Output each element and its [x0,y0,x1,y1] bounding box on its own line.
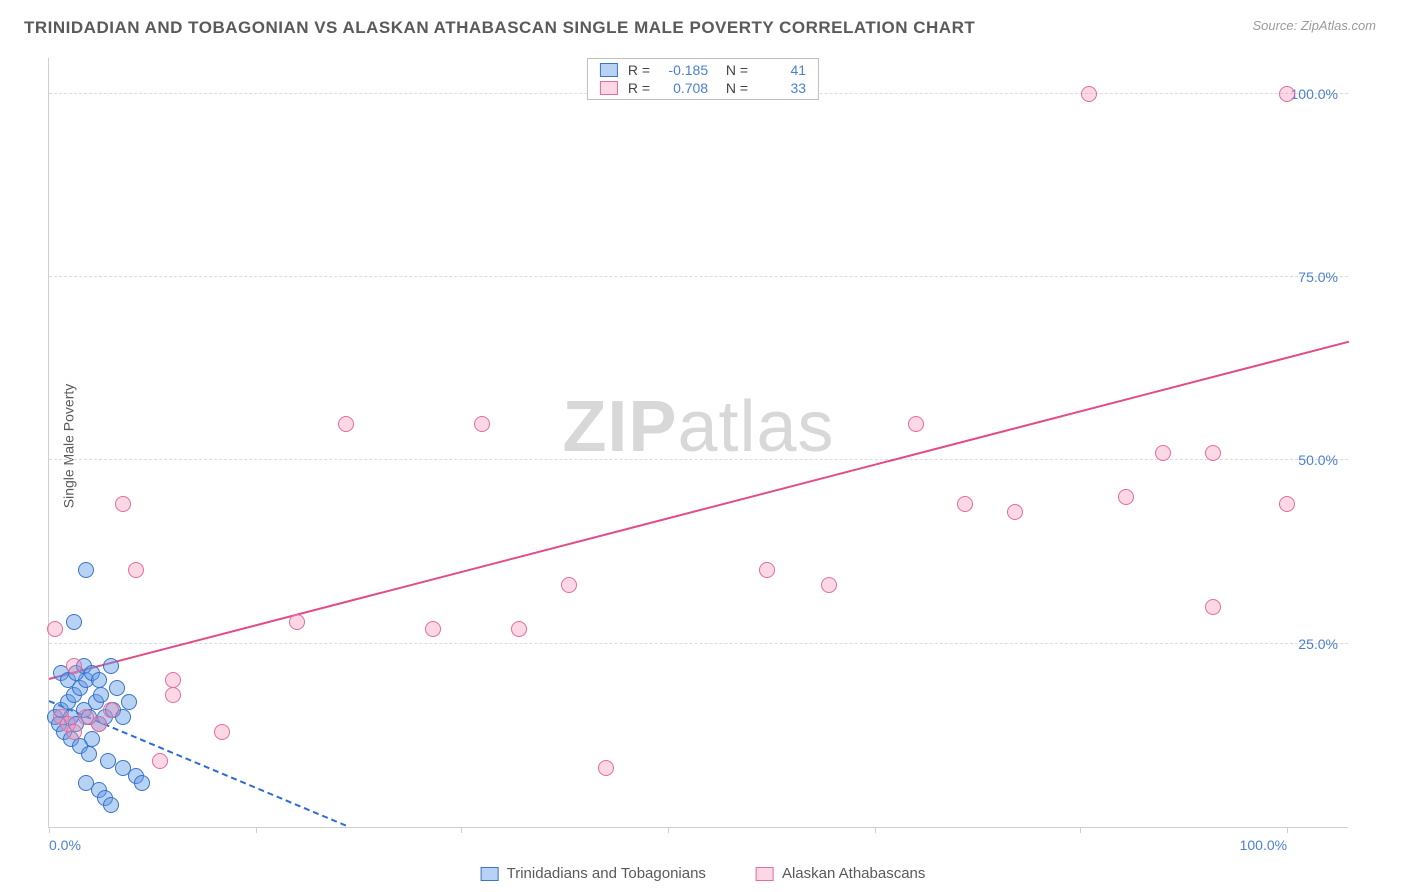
data-point [66,724,82,740]
data-point [165,687,181,703]
data-point [561,577,577,593]
data-point [109,680,125,696]
legend-series-label: Trinidadians and Tobagonians [507,865,706,882]
data-point [289,614,305,630]
data-point [66,614,82,630]
data-point [91,672,107,688]
x-tick [668,827,669,833]
data-point [1279,86,1295,102]
data-point [66,658,82,674]
legend-swatch [481,867,499,881]
data-point [47,621,63,637]
data-point [1155,445,1171,461]
legend-r-value: -0.185 [660,62,708,78]
legend-r-value: 0.708 [660,80,708,96]
legend-correlation-row: R = 0.708 N = 33 [588,79,818,97]
data-point [1118,489,1134,505]
data-point [598,760,614,776]
legend-series-item: Alaskan Athabascans [756,865,925,882]
data-point [1205,599,1221,615]
trend-line [49,341,1349,680]
gridline-horizontal [49,643,1348,644]
data-point [214,724,230,740]
data-point [121,694,137,710]
x-tick [461,827,462,833]
data-point [100,753,116,769]
legend-r-label: R = [628,62,650,78]
legend-n-label: N = [718,80,748,96]
data-point [957,496,973,512]
legend-n-label: N = [718,62,748,78]
gridline-horizontal [49,276,1348,277]
legend-swatch [600,63,618,77]
data-point [91,716,107,732]
data-point [474,416,490,432]
legend-series-label: Alaskan Athabascans [782,865,925,882]
gridline-horizontal [49,459,1348,460]
legend-n-value: 41 [758,62,806,78]
y-tick-label: 100.0% [1291,86,1338,102]
data-point [103,702,119,718]
data-point [338,416,354,432]
correlation-legend: R = -0.185 N = 41 R = 0.708 N = 33 [587,58,819,100]
legend-swatch [600,81,618,95]
data-point [821,577,837,593]
legend-correlation-row: R = -0.185 N = 41 [588,61,818,79]
legend-r-label: R = [628,80,650,96]
legend-series-item: Trinidadians and Tobagonians [481,865,706,882]
x-tick [1287,827,1288,833]
y-tick-label: 25.0% [1298,636,1338,652]
series-legend: Trinidadians and Tobagonians Alaskan Atha… [481,865,926,882]
x-tick-label: 100.0% [1240,837,1287,853]
data-point [134,775,150,791]
legend-swatch [756,867,774,881]
data-point [1205,445,1221,461]
chart-title: TRINIDADIAN AND TOBAGONIAN VS ALASKAN AT… [24,18,975,38]
source-label: Source: ZipAtlas.com [1252,18,1376,33]
data-point [93,687,109,703]
watermark: ZIPatlas [562,386,834,468]
x-tick [875,827,876,833]
data-point [78,562,94,578]
x-tick [256,827,257,833]
x-tick [1080,827,1081,833]
data-point [103,797,119,813]
data-point [103,658,119,674]
data-point [152,753,168,769]
scatter-plot-area: ZIPatlas 25.0%50.0%75.0%100.0%0.0%100.0% [48,58,1348,828]
x-tick-label: 0.0% [49,837,81,853]
legend-n-value: 33 [758,80,806,96]
x-tick [49,827,50,833]
y-tick-label: 50.0% [1298,452,1338,468]
y-tick-label: 75.0% [1298,269,1338,285]
data-point [759,562,775,578]
data-point [115,496,131,512]
data-point [1279,496,1295,512]
data-point [1007,504,1023,520]
data-point [165,672,181,688]
data-point [1081,86,1097,102]
data-point [81,746,97,762]
data-point [908,416,924,432]
data-point [511,621,527,637]
data-point [425,621,441,637]
data-point [128,562,144,578]
